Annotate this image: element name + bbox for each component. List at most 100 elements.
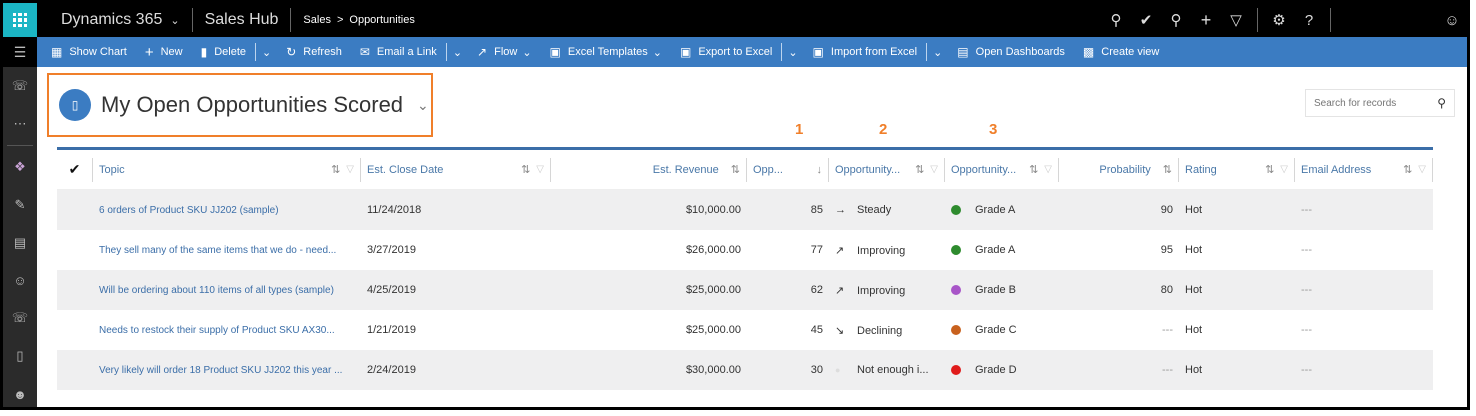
sort-icon[interactable]: ⇅ [1162, 164, 1172, 176]
chevron-down-icon: ⌄ [652, 46, 662, 59]
filter-icon[interactable]: ▽ [536, 164, 544, 175]
task-icon[interactable]: ✔ [1139, 12, 1153, 29]
topic-link[interactable]: They sell many of the same items that we… [99, 244, 337, 256]
settings-icon[interactable]: ⚙ [1272, 12, 1286, 29]
flow-icon: ↗ [477, 45, 488, 59]
hamburger-menu-icon[interactable]: ☰ [3, 37, 37, 67]
excel-templates-button[interactable]: ▣ Excel Templates ⌄ [541, 37, 671, 67]
table-row[interactable]: 6 orders of Product SKU JJ202 (sample) 1… [57, 190, 1433, 230]
app-switcher[interactable]: Dynamics 365 ⌄ [61, 11, 180, 29]
search-icon[interactable]: ⚲ [1110, 12, 1122, 29]
sort-desc-icon[interactable]: ↓ [816, 163, 823, 176]
table-row[interactable]: Will be ordering about 110 items of all … [57, 270, 1433, 310]
trend-label: Improving [857, 284, 906, 297]
breadcrumb-opportunities[interactable]: Opportunities [349, 14, 415, 26]
breadcrumb: Sales > Opportunities [303, 14, 414, 26]
table-row[interactable]: Very likely will order 18 Product SKU JJ… [57, 350, 1433, 390]
rail-opportunities-icon[interactable]: ▯ [16, 348, 24, 364]
sort-icon[interactable]: ⇅ [1265, 164, 1275, 176]
sort-icon[interactable]: ⇅ [915, 164, 925, 176]
est-revenue: $10,000.00 [685, 204, 741, 216]
view-entity-icon: ▯ [59, 89, 91, 121]
rail-recent-icon[interactable]: ☏ [11, 77, 29, 93]
command-bar: ☰ ▦ Show Chart + New ▮ Delete ⌄ ↻ Refresh ✉ E… [3, 37, 1467, 67]
topic-link[interactable]: 6 orders of Product SKU JJ202 (sample) [99, 204, 279, 216]
table-row[interactable]: They sell many of the same items that we… [57, 230, 1433, 270]
filter-icon[interactable]: ▽ [346, 164, 354, 175]
topic-link[interactable]: Needs to restock their supply of Product… [99, 324, 335, 336]
sort-icon[interactable]: ⇅ [730, 164, 740, 176]
rail-dashboard-icon[interactable]: ❖ [14, 158, 26, 174]
opportunity-trend: ↗ Improving [829, 284, 945, 297]
filter-icon[interactable]: ▽ [1044, 164, 1052, 175]
search-input[interactable] [1314, 97, 1424, 109]
trend-declining-icon: ↘ [835, 324, 845, 337]
filter-icon[interactable]: ▽ [1230, 12, 1242, 29]
filter-icon[interactable]: ▽ [1280, 164, 1288, 175]
column-est-close-date[interactable]: Est. Close Date ⇅ ▽ [361, 157, 551, 182]
email-address: --- [1301, 244, 1312, 256]
column-est-revenue[interactable]: Est. Revenue ⇅ [551, 157, 747, 182]
email-more-chevron-icon[interactable]: ⌄ [452, 46, 463, 59]
opportunity-score: 45 [810, 324, 823, 336]
sort-icon[interactable]: ⇅ [331, 164, 341, 176]
app-launcher-button[interactable] [3, 3, 37, 37]
column-email-address[interactable]: Email Address ⇅ ▽ [1295, 157, 1433, 182]
flow-button[interactable]: ↗ Flow ⌄ [468, 37, 541, 67]
breadcrumb-sales[interactable]: Sales [303, 14, 331, 26]
column-opportunity-trend[interactable]: Opportunity... ⇅ ▽ [829, 157, 945, 182]
button-label: Create view [1101, 46, 1160, 58]
button-label: Flow [494, 46, 518, 58]
rail-competitors-icon[interactable]: ☻ [13, 386, 27, 402]
opportunity-score: 30 [810, 364, 823, 376]
sort-icon[interactable]: ⇅ [1403, 164, 1413, 176]
lightbulb-icon[interactable]: ⚲ [1170, 12, 1182, 29]
column-probability[interactable]: Probability ⇅ [1059, 157, 1179, 182]
column-topic[interactable]: Topic ⇅ ▽ [93, 157, 361, 182]
est-revenue: $26,000.00 [685, 244, 741, 256]
help-icon[interactable]: ? [1304, 11, 1314, 29]
table-row[interactable]: Needs to restock their supply of Product… [57, 310, 1433, 350]
divider [1330, 8, 1331, 32]
filter-icon[interactable]: ▽ [930, 164, 938, 175]
grade-label: Grade A [975, 244, 1016, 256]
search-icon[interactable]: ⚲ [1437, 96, 1446, 110]
est-close-date: 4/25/2019 [367, 284, 416, 296]
create-view-button[interactable]: ▩ Create view [1074, 37, 1168, 67]
rail-activities-icon[interactable]: ✎ [14, 196, 26, 212]
divider [290, 8, 292, 32]
export-more-chevron-icon[interactable]: ⌄ [788, 46, 798, 59]
divider [7, 144, 33, 146]
show-chart-button[interactable]: ▦ Show Chart [37, 37, 136, 67]
view-selector[interactable]: ▯ My Open Opportunities Scored ⌄ [47, 73, 433, 137]
rail-contacts-icon[interactable]: ☺ [13, 272, 27, 288]
hub-name[interactable]: Sales Hub [204, 11, 279, 28]
import-excel-button[interactable]: ▣ Import from Excel [804, 37, 927, 67]
delete-more-chevron-icon[interactable]: ⌄ [262, 46, 272, 59]
column-rating[interactable]: Rating ⇅ ▽ [1179, 157, 1295, 182]
open-dashboards-button[interactable]: ▤ Open Dashboards [948, 37, 1074, 67]
rail-leads-icon[interactable]: ☏ [11, 310, 29, 326]
topic-link[interactable]: Very likely will order 18 Product SKU JJ… [99, 364, 343, 376]
column-opportunity-grade[interactable]: Opportunity... ⇅ ▽ [945, 157, 1059, 182]
sort-icon[interactable]: ⇅ [521, 164, 531, 176]
email-link-button[interactable]: ✉ Email a Link [351, 37, 446, 67]
chevron-down-icon[interactable]: ⌄ [417, 96, 429, 113]
select-all-checkbox[interactable]: ✔ [57, 157, 93, 182]
grade-dot-icon [951, 325, 961, 336]
sort-icon[interactable]: ⇅ [1029, 164, 1039, 176]
rail-more-icon[interactable]: ⋯ [13, 115, 27, 131]
export-excel-button[interactable]: ▣ Export to Excel [671, 37, 781, 67]
refresh-button[interactable]: ↻ Refresh [277, 37, 351, 67]
rail-accounts-icon[interactable]: ▤ [13, 234, 27, 250]
topic-link[interactable]: Will be ordering about 110 items of all … [99, 284, 334, 296]
user-icon[interactable]: ☺ [1444, 11, 1460, 29]
column-opportunity-score[interactable]: Opp... ↓ [747, 157, 829, 182]
rating: Hot [1185, 244, 1203, 256]
filter-icon[interactable]: ▽ [1418, 164, 1426, 175]
opportunity-grade: Grade D [945, 364, 1059, 376]
import-more-chevron-icon[interactable]: ⌄ [933, 46, 943, 59]
new-button[interactable]: + New [136, 37, 192, 67]
delete-button[interactable]: ▮ Delete [192, 37, 255, 67]
plus-icon[interactable]: + [1200, 9, 1212, 30]
